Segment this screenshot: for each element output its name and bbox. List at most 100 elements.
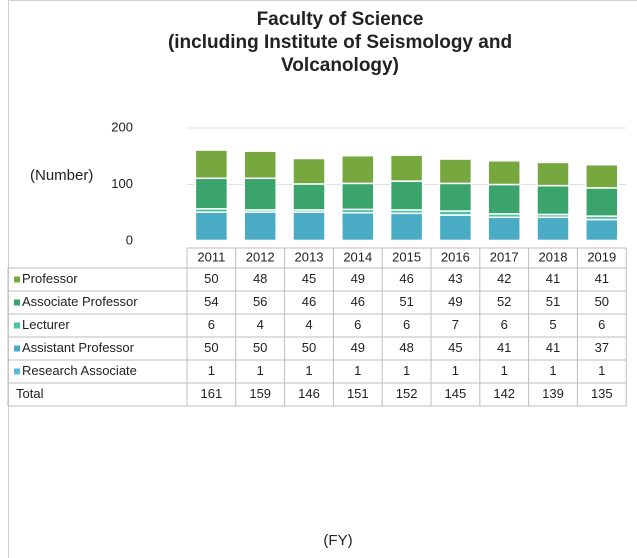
table-cell: 46 [399,271,413,286]
table-cell: 46 [302,294,316,309]
bar-segment [194,149,229,180]
table-cell: 6 [598,317,605,332]
table-cell: 50 [595,294,609,309]
table-cell: 48 [253,271,267,286]
table-cell: 54 [204,294,218,309]
table-cell: 45 [448,340,462,355]
table-cell: 6 [501,317,508,332]
table-cell: 151 [347,386,369,401]
table-cell: 1 [549,363,556,378]
x-axis-label: (FY) [323,532,352,549]
bar-segment [341,182,375,211]
table-cell: 1 [403,363,410,378]
table-cell: 50 [204,340,218,355]
table-cell: 4 [257,317,264,332]
table-cell: 146 [298,386,320,401]
bar-segment [585,218,619,242]
table-cell: 41 [497,340,511,355]
legend-label: Associate Professor [22,294,138,309]
table-cell: 41 [546,340,560,355]
chart-title: Volcanology) [281,55,399,76]
table-cell: 1 [598,363,605,378]
table-cell: 37 [595,340,609,355]
legend-label: Assistant Professor [22,340,135,355]
bar-segment [389,212,424,242]
table-cell: 7 [452,317,459,332]
table-cell: 49 [351,340,365,355]
x-tick-label: 2016 [441,249,470,264]
table-cell: 142 [493,386,515,401]
x-tick-label: 2012 [246,249,275,264]
table-cell: 51 [399,294,413,309]
bar-segment [487,216,521,242]
bar-segment [389,154,424,182]
legend-label: Professor [22,271,78,286]
bar-segment [243,211,277,242]
legend-swatch [14,299,20,306]
table-cell: 50 [302,340,316,355]
table-cell: 41 [595,271,609,286]
bar-segment [585,187,619,217]
table-cell: 1 [354,363,361,378]
bar-segment [341,212,375,242]
table-cell: 6 [354,317,361,332]
legend-swatch [14,368,20,375]
table-cell: 43 [448,271,462,286]
x-tick-label: 2017 [490,249,519,264]
table-cell: 49 [351,271,365,286]
legend-swatch [14,322,20,329]
bar-segment [194,211,229,242]
total-label: Total [16,386,44,401]
table-cell: 51 [546,294,560,309]
table-cell: 1 [452,363,459,378]
table-cell: 50 [204,271,218,286]
table-cell: 139 [542,386,564,401]
table-cell: 1 [501,363,508,378]
bar-segment [536,216,570,242]
bar-segment [341,154,375,185]
legend-label: Research Associate [22,363,137,378]
bar-segment [194,177,229,210]
chart-title: (including Institute of Seismology and [168,32,512,53]
table-cell: 46 [351,294,365,309]
table-cell: 41 [546,271,560,286]
table-cell: 6 [208,317,215,332]
table-cell: 42 [497,271,511,286]
legend-label: Lecturer [22,317,70,332]
y-axis-label: (Number) [30,167,93,184]
bar-segment [243,150,277,180]
x-tick-label: 2011 [197,249,225,264]
y-tick-label: 100 [111,176,133,191]
table-cell: 56 [253,294,267,309]
bar-segment [487,160,521,186]
table-cell: 45 [302,271,316,286]
table-cell: 159 [249,386,271,401]
table-cell: 50 [253,340,267,355]
table-cell: 52 [497,294,511,309]
x-tick-label: 2014 [343,249,372,264]
x-tick-label: 2013 [295,249,324,264]
bar-segment [438,158,473,185]
table-cell: 4 [305,317,312,332]
table-cell: 135 [591,386,613,401]
chart-title: Faculty of Science [257,9,424,30]
table-cell: 48 [399,340,413,355]
table-cell: 1 [208,363,215,378]
legend-swatch [14,345,20,352]
bar-segment [536,184,570,216]
table-cell: 145 [445,386,467,401]
bar-segment [585,163,619,189]
chart-frame [8,0,637,558]
bar-segment [536,161,570,187]
bar-segment [292,157,326,185]
x-tick-label: 2015 [392,249,421,264]
bar-segment [438,214,473,242]
bar-segment [389,180,424,211]
table-cell: 1 [257,363,264,378]
bar-segment [292,211,326,242]
x-tick-label: 2018 [539,249,568,264]
table-cell: 5 [549,317,556,332]
table-cell: 152 [396,386,418,401]
bar-segment [243,177,277,211]
